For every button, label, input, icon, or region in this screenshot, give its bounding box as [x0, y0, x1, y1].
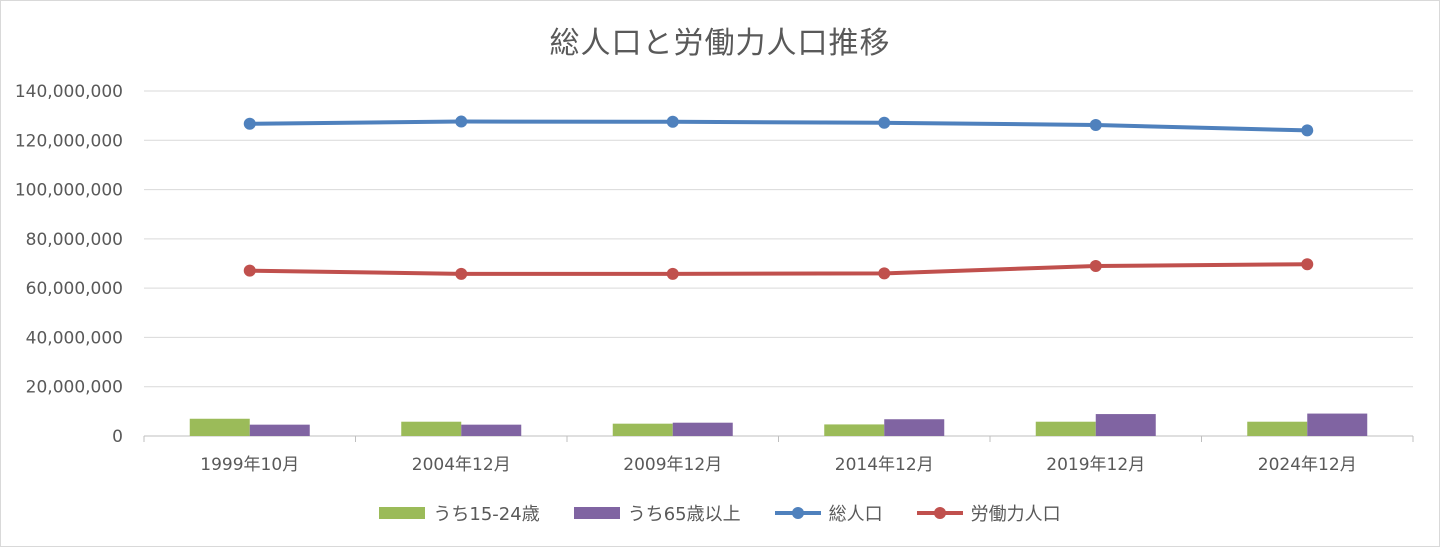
- legend-swatch-youth: [379, 507, 426, 519]
- legend-item-labor-force: 労働力人口: [916, 500, 1061, 526]
- legend-label-elderly: うち65歳以上: [627, 504, 741, 525]
- legend-item-total-population: 総人口: [774, 500, 883, 526]
- point-total-population: [1301, 124, 1314, 137]
- bar-youth: [612, 423, 673, 436]
- y-tick-label: 20,000,000: [26, 378, 123, 398]
- y-tick-label: 120,000,000: [15, 131, 123, 151]
- legend-item-elderly: うち65歳以上: [573, 500, 741, 526]
- bar-youth: [401, 421, 462, 436]
- legend-label-youth: うち15-24歳: [433, 504, 540, 525]
- x-tick-label: 2009年12月: [623, 455, 722, 475]
- line-labor-force: [247, 262, 1310, 276]
- chart-legend: うち15-24歳 うち65歳以上 総人口 労働力人口: [0, 500, 1440, 526]
- y-tick-label: 0: [112, 427, 123, 447]
- point-labor-force: [1089, 259, 1102, 272]
- x-tick-label: 2019年12月: [1046, 455, 1145, 475]
- point-labor-force: [243, 264, 256, 277]
- bar-elderly: [461, 424, 522, 436]
- legend-item-youth: うち15-24歳: [379, 500, 540, 526]
- bar-youth: [189, 418, 250, 436]
- point-total-population: [666, 115, 679, 128]
- point-labor-force: [1301, 258, 1314, 271]
- point-total-population: [1089, 119, 1102, 132]
- bar-youth: [1247, 421, 1308, 436]
- bar-elderly: [249, 424, 310, 436]
- legend-label-labor-force: 労働力人口: [970, 504, 1061, 525]
- x-tick-label: 2004年12月: [412, 455, 511, 475]
- legend-label-total-population: 総人口: [828, 504, 883, 525]
- bar-youth: [1035, 421, 1096, 436]
- x-tick-label: 2014年12月: [835, 455, 934, 475]
- legend-swatch-elderly: [573, 507, 620, 519]
- chart-title: 総人口と労働力人口推移: [549, 26, 891, 61]
- y-tick-label: 40,000,000: [26, 328, 123, 348]
- point-labor-force: [455, 267, 468, 280]
- point-labor-force: [666, 267, 679, 280]
- legend-swatch-total-population: [774, 506, 821, 520]
- x-tick-label: 2024年12月: [1258, 455, 1357, 475]
- point-labor-force: [878, 267, 891, 280]
- bar-elderly: [1307, 413, 1368, 436]
- bar-elderly: [884, 419, 945, 436]
- bar-elderly: [1095, 414, 1156, 436]
- legend-swatch-labor-force: [916, 506, 963, 520]
- y-tick-label: 80,000,000: [26, 230, 123, 250]
- y-tick-label: 140,000,000: [15, 82, 123, 102]
- y-tick-label: 60,000,000: [26, 279, 123, 299]
- point-total-population: [455, 115, 468, 128]
- x-tick-label: 1999年10月: [200, 455, 299, 475]
- bar-elderly: [672, 422, 733, 436]
- bar-youth: [824, 424, 885, 436]
- point-total-population: [878, 116, 891, 129]
- point-total-population: [243, 117, 256, 130]
- y-tick-label: 100,000,000: [15, 181, 123, 201]
- line-total-population: [247, 119, 1310, 133]
